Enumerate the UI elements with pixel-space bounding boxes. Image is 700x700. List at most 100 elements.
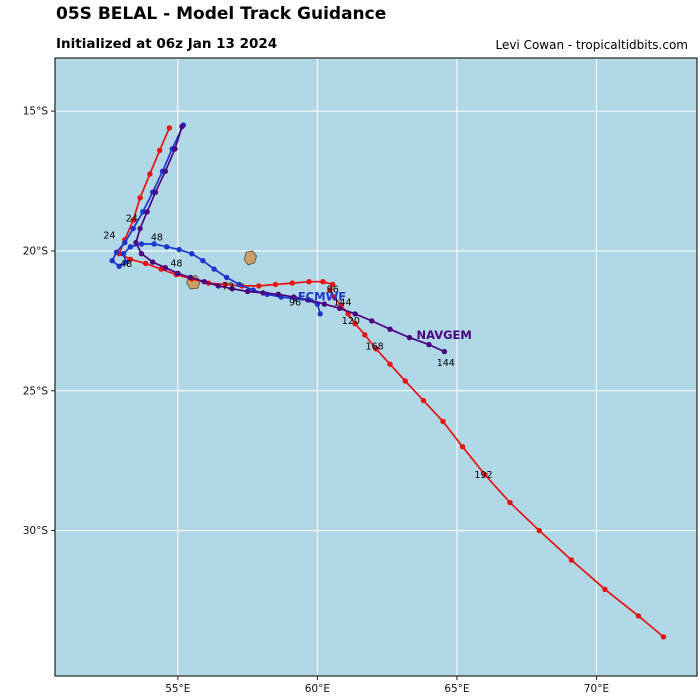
track-point-navgem: [229, 286, 235, 292]
hour-label: 24: [126, 214, 138, 225]
chart-title: 05S BELAL - Model Track Guidance: [56, 4, 387, 24]
track-point-red-track: [536, 527, 542, 534]
track-point-ecmwf: [122, 239, 128, 246]
track-point-red-track: [330, 281, 336, 288]
track-point-ecmwf: [236, 281, 242, 288]
track-point-red-track: [256, 283, 262, 289]
track-point-navgem: [144, 209, 150, 215]
y-tick-label: 20°S: [23, 245, 49, 257]
track-point-red-track: [482, 472, 488, 478]
track-point-red-track: [362, 332, 368, 338]
track-point-red-track: [459, 444, 466, 450]
track-point-navgem: [321, 301, 328, 307]
track-point-navgem: [133, 239, 139, 246]
track-point-red-track: [660, 634, 667, 640]
hour-label: 192: [474, 470, 492, 481]
track-point-ecmwf: [200, 258, 206, 264]
model-label-ecmwf: ECMWF: [298, 290, 346, 304]
track-point-red-track: [127, 256, 134, 262]
ocean-background: [55, 58, 697, 676]
x-tick-label: 60°E: [305, 683, 330, 695]
track-point-red-track: [635, 613, 642, 619]
track-point-red-track: [352, 321, 358, 327]
track-point-navgem: [406, 334, 413, 341]
track-point-ecmwf: [317, 311, 323, 317]
track-point-red-track: [331, 294, 337, 300]
track-point-ecmwf: [116, 263, 122, 269]
y-tick-label: 30°S: [23, 525, 49, 537]
track-point-ecmwf: [113, 249, 120, 255]
hour-label: 120: [342, 316, 360, 327]
track-point-ecmwf: [189, 251, 195, 257]
track-point-navgem: [441, 348, 448, 355]
track-point-red-track: [373, 346, 379, 352]
island-mauritius: [243, 250, 258, 266]
hour-label: 96: [289, 297, 301, 308]
model-label-navgem: NAVGEM: [416, 328, 471, 342]
track-point-navgem: [215, 283, 221, 289]
track-point-red-track: [420, 397, 427, 404]
hour-label: 168: [366, 341, 384, 352]
x-tick-label: 70°E: [584, 683, 609, 695]
track-point-red-track: [158, 266, 164, 272]
hour-label: 48: [120, 259, 132, 270]
track-point-navgem: [291, 294, 297, 300]
hour-label: 72: [222, 282, 234, 293]
track-point-navgem: [306, 297, 312, 303]
hour-label: 144: [437, 358, 455, 369]
track-point-red-track: [402, 378, 408, 384]
track-point-navgem: [162, 168, 168, 174]
track-point-navgem: [369, 318, 375, 324]
track-point-navgem: [244, 288, 251, 295]
track-point-red-track: [602, 586, 608, 592]
track-point-navgem: [137, 225, 143, 232]
y-tick-label: 15°S: [23, 106, 49, 118]
track-point-navgem: [260, 290, 266, 296]
track-point-red-track: [166, 125, 173, 131]
track-point-ecmwf: [109, 258, 115, 264]
x-tick-label: 65°E: [444, 683, 469, 695]
track-point-red-track: [327, 287, 333, 293]
track-point-navgem: [162, 265, 168, 271]
track-point-ecmwf: [138, 241, 145, 247]
track-point-ecmwf: [164, 244, 170, 250]
track-point-ecmwf: [211, 266, 217, 272]
x-tick-label: 55°E: [165, 683, 190, 695]
track-point-navgem: [201, 279, 207, 285]
track-point-ecmwf: [123, 259, 129, 265]
track-point-navgem: [179, 123, 185, 130]
track-point-navgem: [337, 305, 343, 311]
track-point-navgem: [150, 259, 156, 265]
track-point-red-track: [147, 171, 153, 177]
track-point-red-track: [507, 499, 513, 506]
y-tick-label: 25°S: [23, 385, 49, 397]
track-point-ecmwf: [127, 244, 134, 250]
track-point-ecmwf: [224, 274, 230, 281]
hour-label: 144: [333, 297, 351, 308]
hour-label: 48: [170, 258, 182, 269]
track-point-red-track: [440, 418, 446, 425]
track-point-navgem: [152, 189, 159, 195]
plot-frame: [54, 57, 698, 677]
chart-subtitle: Initialized at 06z Jan 13 2024: [56, 36, 278, 52]
track-point-ecmwf: [140, 209, 146, 215]
track-point-navgem: [138, 251, 145, 257]
track-point-red-track: [306, 279, 312, 285]
track-point-red-track: [222, 281, 228, 288]
hour-label: 24: [103, 230, 115, 241]
track-point-red-track: [143, 260, 149, 267]
credit-text: Levi Cowan - tropicaltidbits.com: [495, 38, 688, 52]
track-point-red-track: [289, 280, 295, 286]
track-point-red-track: [130, 217, 136, 223]
hour-label: 96: [327, 284, 339, 295]
track-point-navgem: [426, 341, 432, 348]
track-point-navgem: [352, 311, 358, 317]
track-point-navgem: [387, 326, 393, 332]
track-point-ecmwf: [176, 246, 182, 253]
track-point-navgem: [187, 274, 194, 281]
track-point-red-track: [272, 281, 279, 288]
track-point-red-track: [157, 147, 163, 153]
track-point-ecmwf: [151, 241, 157, 247]
track-point-navgem: [275, 291, 281, 297]
